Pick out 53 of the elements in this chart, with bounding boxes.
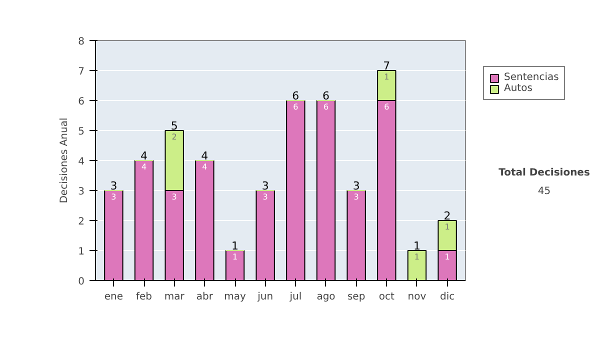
data-label: 6 (384, 102, 390, 112)
data-label: 3 (354, 192, 359, 202)
total-label: 1 (413, 240, 420, 252)
data-label: 1 (414, 252, 420, 262)
data-label: 1 (444, 252, 450, 262)
x-tick-label: dic (440, 292, 455, 302)
total-label: 3 (110, 180, 118, 192)
y-tick-label: 2 (78, 216, 85, 228)
data-label: 1 (444, 222, 450, 232)
total-label: 6 (322, 90, 330, 102)
text: Total Decisiones (498, 167, 590, 178)
data-label: 3 (262, 192, 268, 202)
legend-label: Sentencias (504, 72, 559, 83)
x-tick-label: jun (256, 292, 274, 302)
total-label: 3 (352, 180, 360, 192)
x-tick-label: feb (136, 292, 152, 302)
total-label: 6 (292, 90, 300, 102)
x-tick-label: ene (104, 292, 124, 302)
y-tick-label: 7 (78, 66, 85, 78)
y-axis-title: Decisiones Anual (59, 118, 70, 204)
x-tick-label: nov (408, 292, 426, 302)
total-label: 2 (444, 210, 451, 222)
x-tick-label: mar (164, 292, 186, 302)
y-tick-label: 5 (78, 126, 85, 138)
total-label: 1 (232, 240, 239, 252)
data-label: 2 (172, 132, 177, 142)
total-label: 4 (201, 150, 208, 162)
data-label: 4 (202, 162, 208, 172)
data-label: 1 (384, 72, 390, 82)
y-tick-label: 1 (78, 246, 85, 258)
text: 45 (538, 186, 551, 197)
x-tick-label: sep (347, 292, 366, 302)
total-label: 7 (383, 60, 390, 72)
y-tick-label: 3 (78, 186, 85, 198)
data-label: 3 (172, 192, 177, 202)
data-label: 1 (232, 252, 238, 262)
total-label: 4 (140, 150, 148, 162)
x-tick-label: oct (378, 292, 394, 302)
data-label: 4 (141, 162, 147, 172)
x-tick-label: may (224, 292, 246, 302)
y-tick-label: 0 (78, 276, 85, 288)
x-tick-label: ago (316, 292, 336, 302)
legend-label: Autos (504, 83, 532, 94)
y-tick-label: 4 (78, 156, 85, 168)
total-label: 3 (262, 180, 269, 192)
x-tick-label: jul (288, 292, 302, 302)
y-tick-label: 8 (78, 36, 85, 48)
data-label: 6 (323, 102, 329, 112)
x-tick-label: abr (196, 292, 214, 302)
y-tick-label: 6 (78, 96, 85, 108)
data-label: 6 (293, 102, 298, 112)
data-label: 3 (111, 192, 116, 202)
total-label: 5 (170, 120, 178, 132)
